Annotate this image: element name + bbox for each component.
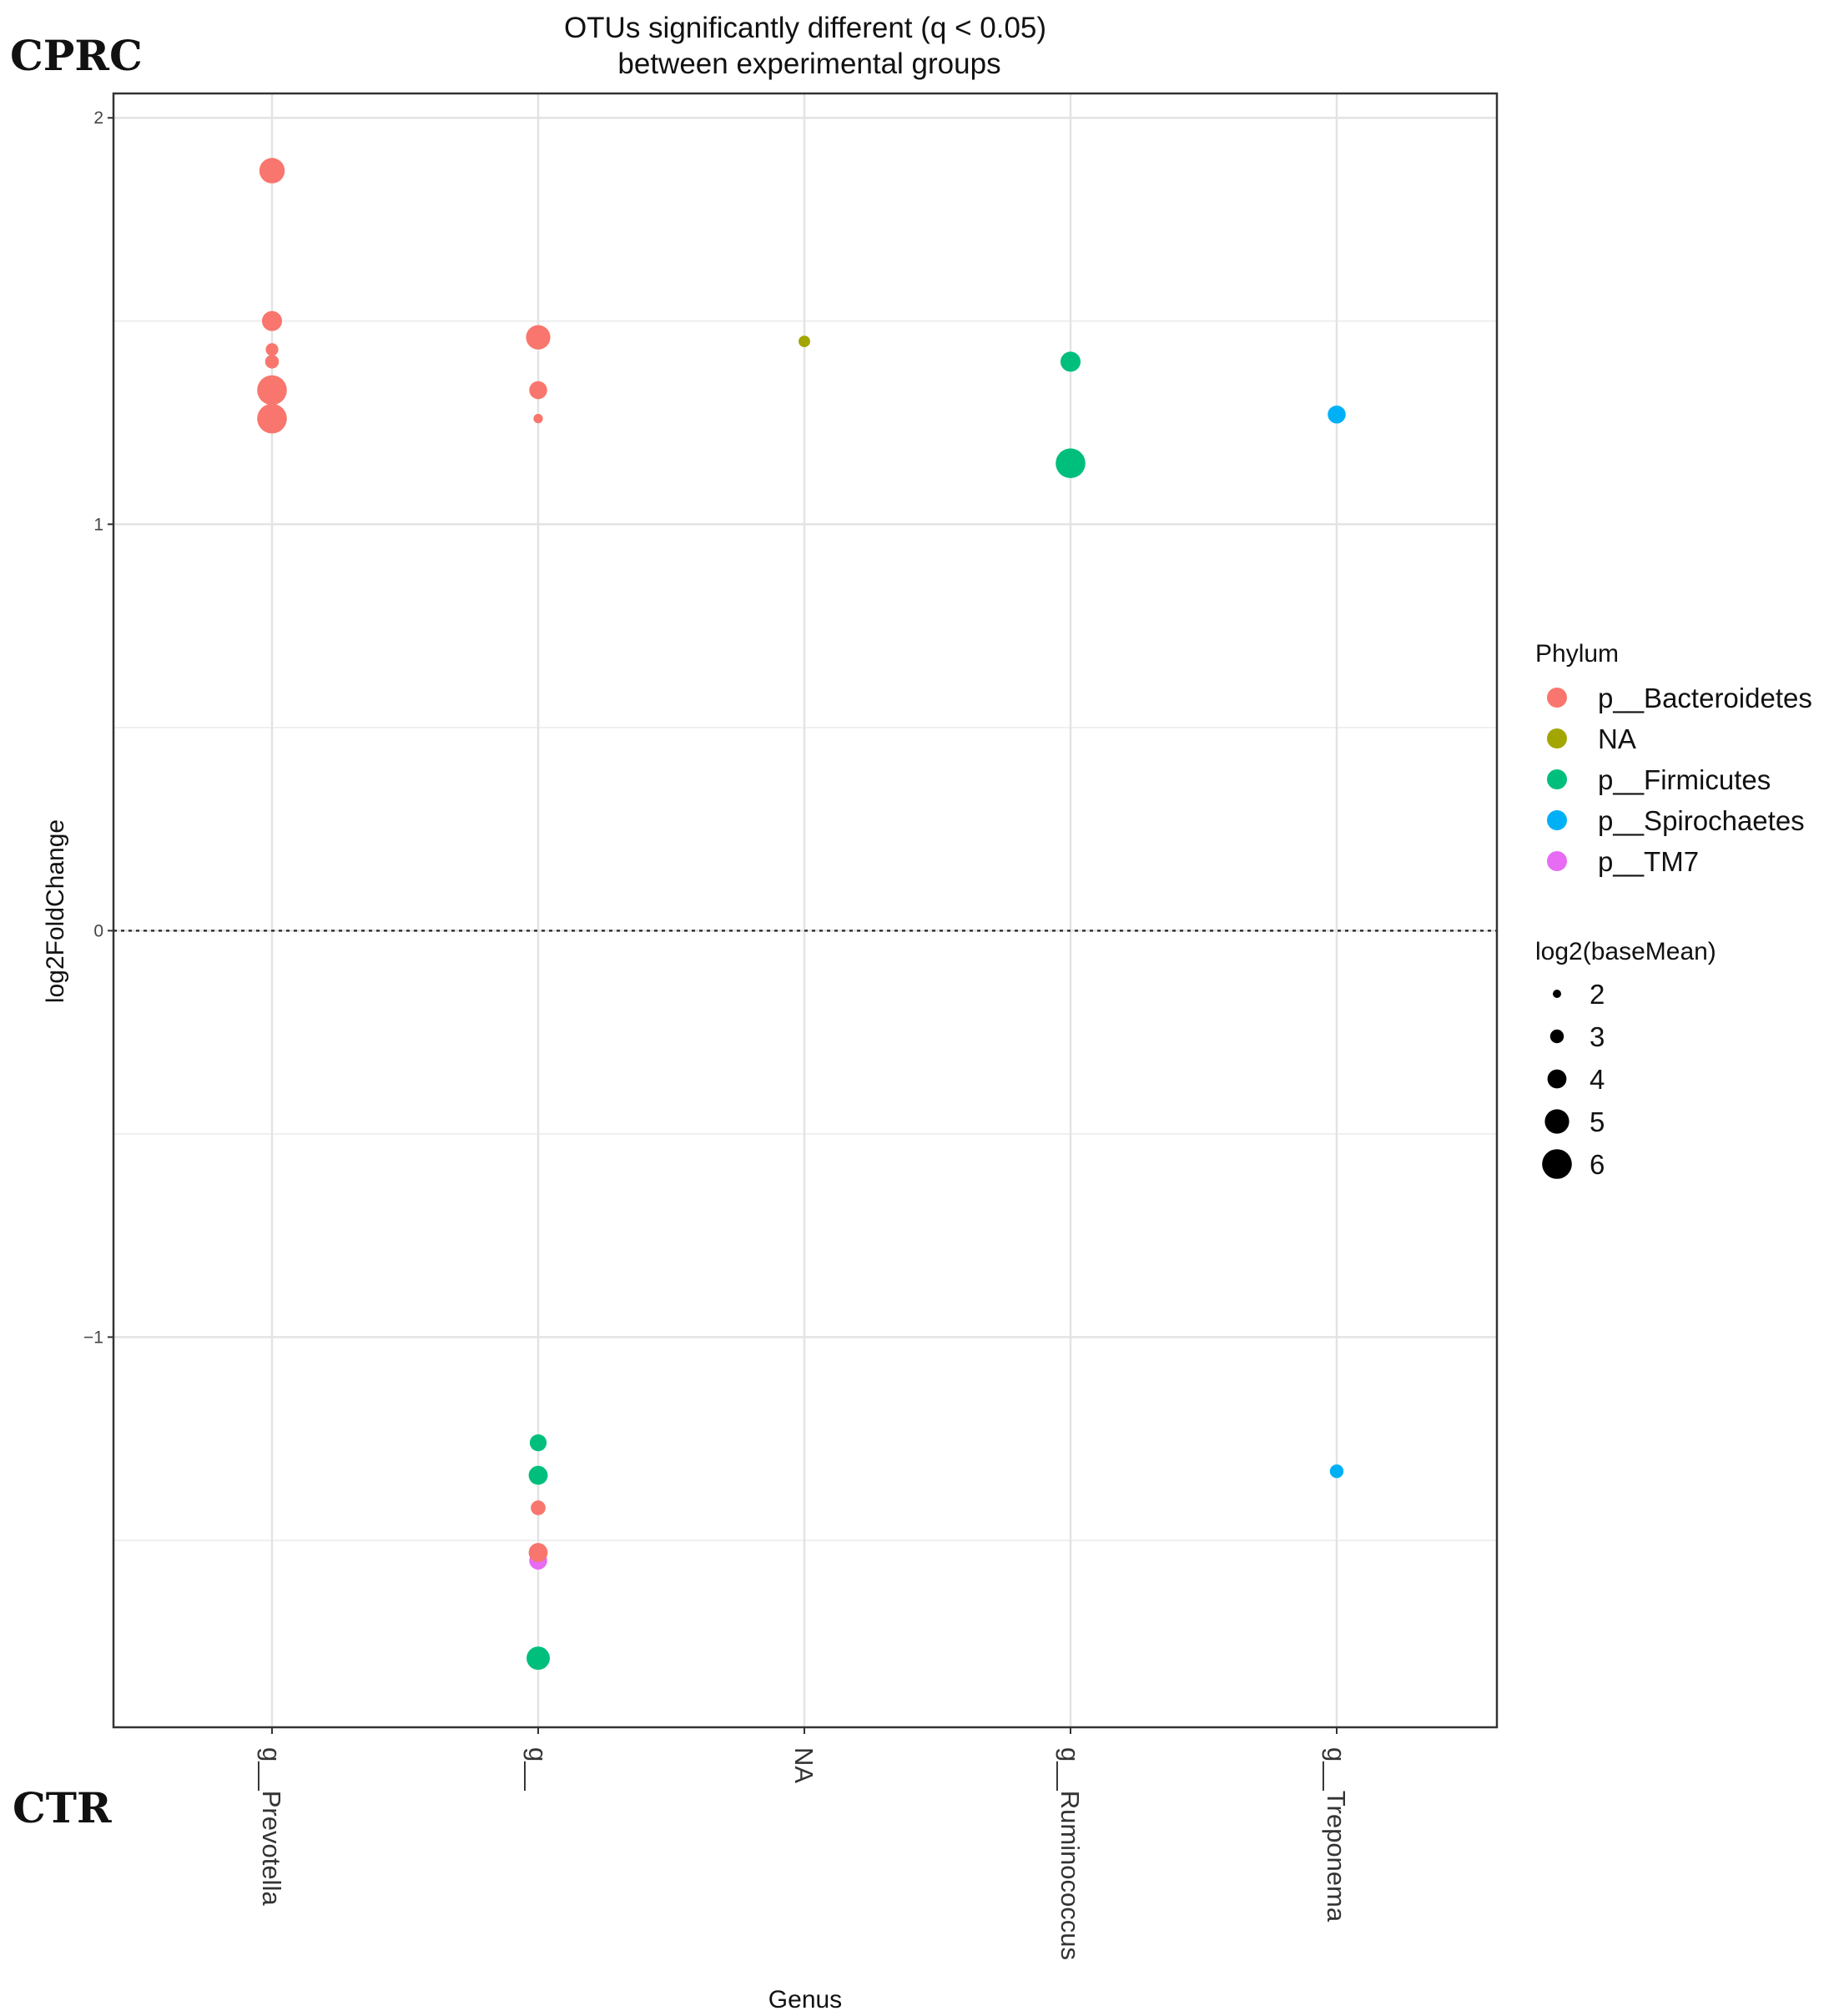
data-point	[265, 355, 280, 369]
legend-size-label: 5	[1590, 1106, 1605, 1137]
legend-color: p__Bacteroidetes NA p__Firmicutes p__Spiroc…	[1547, 683, 1812, 877]
x-tick-label: g__Treponema	[1322, 1747, 1351, 1923]
legend-size-swatch	[1553, 990, 1561, 998]
y-tick-label: 2	[93, 108, 103, 128]
y-tick-label: 0	[93, 921, 103, 940]
data-point	[261, 310, 283, 331]
legend-size: 2 3 4 5 6	[1542, 979, 1605, 1180]
legend-size-title: log2(baseMean)	[1535, 938, 1716, 965]
data-point	[259, 158, 285, 184]
legend-color-label: p__Firmicutes	[1598, 764, 1771, 795]
legend-color-swatch	[1547, 728, 1567, 748]
data-point	[1328, 406, 1346, 424]
data-point	[529, 1434, 547, 1452]
corner-label-top: CPRC	[10, 31, 143, 80]
data-point	[529, 381, 547, 400]
data-point	[526, 325, 551, 350]
data-point	[1060, 351, 1081, 372]
data-point	[1056, 448, 1086, 479]
data-point	[531, 1500, 546, 1515]
x-axis: g__Prevotella g__ NA g__Ruminococcus g__Trep…	[257, 1727, 1351, 1960]
y-axis: 2 1 0 −1	[83, 108, 113, 1347]
x-axis-title: Genus	[768, 1986, 842, 2013]
legend-size-label: 6	[1590, 1149, 1605, 1180]
legend-color-swatch	[1547, 769, 1567, 789]
data-point	[799, 335, 810, 348]
y-axis-title: log2FoldChange	[42, 819, 69, 1003]
y-tick-label: 1	[93, 515, 103, 534]
x-tick-label: g__Ruminococcus	[1056, 1747, 1085, 1960]
legend-color-swatch	[1547, 810, 1567, 830]
data-point	[527, 1646, 550, 1671]
data-point	[257, 375, 287, 406]
x-tick-label: g__	[523, 1747, 552, 1791]
legend-color-label: p__TM7	[1598, 846, 1699, 877]
corner-label-bottom: CTR	[13, 1783, 112, 1832]
legend-size-swatch	[1547, 1069, 1567, 1089]
x-tick-label: NA	[789, 1747, 819, 1783]
gridlines	[113, 93, 1497, 1727]
data-point	[528, 1465, 548, 1485]
legend-color-swatch	[1547, 688, 1567, 708]
data-point	[1329, 1464, 1344, 1479]
legend-color-title: Phylum	[1535, 640, 1619, 668]
chart-title-line-1: OTUs significantly different (q < 0.05)	[564, 12, 1046, 44]
legend-color-swatch	[1547, 851, 1567, 871]
legend-color-label: p__Bacteroidetes	[1598, 683, 1812, 713]
legend-size-swatch	[1549, 1029, 1564, 1044]
legend-size-swatch	[1544, 1109, 1569, 1134]
legend-color-label: p__Spirochaetes	[1598, 805, 1805, 836]
x-tick-label: g__Prevotella	[257, 1747, 286, 1906]
legend-size-label: 2	[1590, 979, 1605, 1010]
chart-title-line-2: between experimental groups	[617, 48, 1000, 80]
legend-size-swatch	[1542, 1149, 1572, 1179]
y-tick-label: −1	[83, 1328, 103, 1347]
data-point	[528, 1543, 548, 1562]
data-point	[257, 403, 287, 434]
legend-size-label: 4	[1590, 1064, 1605, 1095]
legend-color-label: NA	[1598, 723, 1636, 754]
data-points	[257, 158, 1346, 1671]
legend-size-label: 3	[1590, 1021, 1605, 1052]
data-point	[265, 343, 279, 356]
data-point	[533, 414, 543, 424]
